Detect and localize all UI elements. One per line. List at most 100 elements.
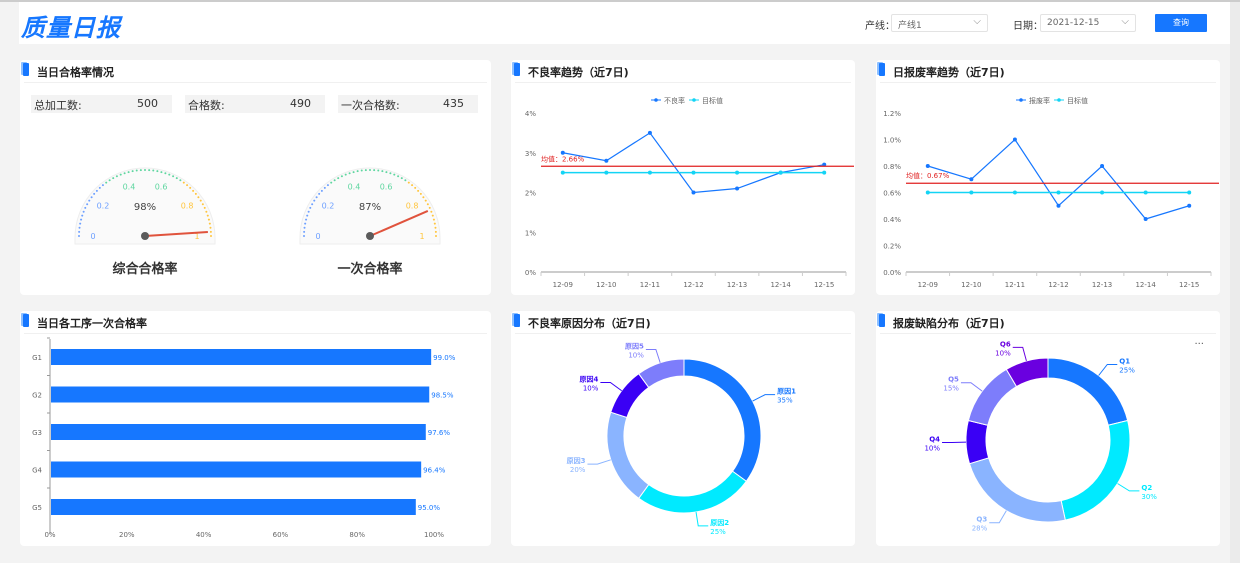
slice-name: 原因1	[777, 387, 796, 396]
donut-slice	[639, 359, 684, 387]
date-picker[interactable]: 2021-12-15⌵	[1040, 14, 1136, 32]
slice-percent: 30%	[1141, 493, 1157, 501]
data-point	[735, 187, 739, 191]
slice-name: Q5	[948, 376, 959, 384]
gauge-tick	[116, 175, 118, 177]
x-tick-label: 12-09	[553, 281, 573, 289]
gauge-tick-label: 0.4	[348, 183, 361, 192]
y-tick-label: 4%	[525, 110, 536, 118]
slice-percent: 10%	[924, 445, 940, 453]
slice-percent: 25%	[710, 528, 726, 536]
gauge-tick	[304, 223, 306, 225]
y-tick-label: 1.2%	[883, 110, 901, 118]
gauge-tick	[404, 179, 406, 181]
gauge-tick	[204, 207, 206, 209]
gauge-tick	[308, 211, 310, 213]
gauge-tick	[205, 211, 207, 213]
gauge-tick	[192, 190, 194, 192]
y-tick-label: 3%	[525, 150, 536, 158]
bar-label: 99.0%	[433, 354, 456, 362]
x-tick-label: 100%	[424, 531, 444, 539]
data-point	[692, 191, 696, 195]
donut-slice	[968, 369, 1016, 425]
gauge-tick	[81, 215, 83, 217]
x-tick-label: 40%	[196, 531, 212, 539]
chevron-down-icon: ⌵	[1121, 16, 1129, 27]
gauge-value: 87%	[359, 202, 381, 213]
donut-slice	[684, 359, 761, 481]
data-point	[1013, 191, 1017, 195]
bar-label: 95.0%	[418, 504, 441, 512]
slice-percent: 25%	[1119, 366, 1135, 374]
gauge-tick	[434, 227, 436, 229]
gauge-tick	[91, 196, 93, 198]
gauge-tick	[176, 177, 178, 179]
legend-marker	[692, 98, 696, 102]
gauge-tick	[311, 203, 313, 205]
gauge-tick	[369, 169, 371, 171]
gauge-tick	[397, 175, 399, 177]
data-point	[969, 191, 973, 195]
x-tick-label: 12-13	[727, 281, 747, 289]
gauge-tick-label: 0.2	[97, 201, 110, 210]
y-tick-label: G3	[32, 429, 42, 437]
slice-name: 原因4	[580, 375, 599, 384]
gauge-tick	[420, 193, 422, 195]
legend-marker	[654, 98, 658, 102]
legend-label: 目标值	[1067, 96, 1088, 105]
gauge-tick-label: 1	[419, 232, 424, 241]
label-line	[1099, 364, 1118, 375]
gauge-tick	[353, 171, 355, 173]
gauge-tick	[430, 211, 432, 213]
gauge-tick-label: 0.2	[322, 201, 335, 210]
gauge-tick	[83, 211, 85, 213]
slice-percent: 10%	[995, 349, 1011, 357]
query-button[interactable]: 查询	[1155, 14, 1207, 32]
y-tick-label: G2	[32, 392, 42, 400]
gauge-tick	[96, 190, 98, 192]
label-line	[696, 512, 708, 526]
bar	[51, 499, 416, 515]
slice-percent: 35%	[777, 397, 793, 405]
gauge-tick	[305, 219, 307, 221]
gauge-tick	[334, 179, 336, 181]
gauge-tick	[207, 215, 209, 217]
data-point	[779, 171, 783, 175]
gauge-tick	[144, 169, 146, 171]
label-line	[600, 383, 621, 391]
bar-label: 98.5%	[431, 392, 454, 400]
label-line	[753, 395, 775, 401]
gauge-tick	[208, 219, 210, 221]
x-tick-label: 60%	[273, 531, 289, 539]
label-line	[1118, 483, 1140, 490]
line-select[interactable]: 产线1⌵	[891, 14, 988, 32]
gauge-tick	[99, 187, 101, 189]
gauge-tick	[435, 235, 437, 237]
scrollbar-track[interactable]	[1230, 2, 1240, 563]
gauge-tick	[401, 177, 403, 179]
gauge-tick	[197, 196, 199, 198]
gauge-tick	[202, 203, 204, 205]
slice-percent: 15%	[943, 385, 959, 393]
slice-name: Q2	[1141, 484, 1152, 492]
data-point	[1187, 204, 1191, 208]
gauge-tick	[105, 182, 107, 184]
data-point	[648, 131, 652, 135]
gauge-tick-label: 0.6	[155, 183, 168, 192]
gauge-tick	[189, 187, 191, 189]
data-point	[1100, 164, 1104, 168]
slice-name: Q3	[976, 516, 987, 524]
x-tick-label: 12-11	[640, 281, 660, 289]
x-tick-label: 0%	[44, 531, 55, 539]
gauge-tick	[345, 174, 347, 176]
gauge-tick	[365, 169, 367, 171]
label-line	[961, 383, 982, 391]
gauge-tick	[373, 169, 375, 171]
gauge-tick	[93, 193, 95, 195]
